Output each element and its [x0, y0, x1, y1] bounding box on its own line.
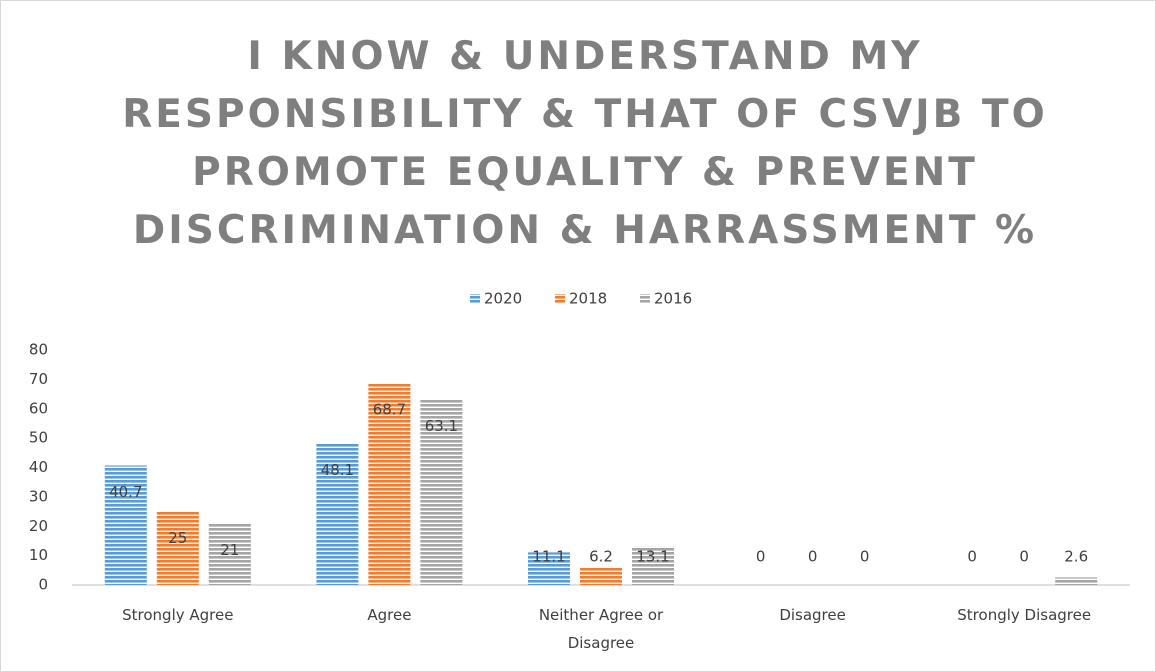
- legend-swatch: [640, 294, 650, 304]
- data-label: 25: [168, 529, 187, 547]
- bar: [208, 523, 251, 585]
- data-label: 0: [967, 548, 977, 566]
- y-tick-label: 40: [29, 458, 48, 476]
- legend-label: 2018: [569, 290, 607, 308]
- data-label: 0: [808, 548, 818, 566]
- legend-label: 2020: [484, 290, 522, 308]
- bar: [580, 566, 622, 585]
- bar: [1055, 577, 1098, 585]
- data-label: 11.1: [532, 548, 565, 566]
- y-tick-label: 60: [29, 399, 48, 417]
- bar: [156, 511, 199, 585]
- legend-label: 2016: [654, 290, 692, 308]
- y-tick-label: 20: [29, 517, 48, 535]
- y-tick-label: 80: [29, 341, 48, 359]
- bar: [368, 383, 411, 585]
- bar: [104, 465, 147, 585]
- data-label: 0: [1019, 548, 1029, 566]
- y-tick-label: 0: [38, 576, 48, 594]
- data-label: 0: [860, 548, 870, 566]
- x-tick-label: Agree: [367, 606, 412, 624]
- data-label: 0: [756, 548, 766, 566]
- bar: [528, 552, 570, 585]
- data-label: 48.1: [321, 461, 354, 479]
- x-tick-label: Disagree: [779, 606, 846, 624]
- y-tick-label: 50: [29, 429, 48, 447]
- bar: [632, 546, 674, 585]
- x-tick-label: Strongly Disagree: [957, 606, 1092, 624]
- x-tick-label: Strongly Agree: [122, 606, 234, 624]
- data-label: 13.1: [636, 548, 669, 566]
- y-tick-label: 10: [29, 546, 48, 564]
- data-label: 6.2: [589, 548, 613, 566]
- data-label: 2.6: [1064, 548, 1088, 566]
- data-label: 40.7: [109, 483, 142, 501]
- bar: [420, 399, 463, 585]
- legend-swatch: [555, 294, 565, 304]
- y-tick-label: 30: [29, 487, 48, 505]
- data-label: 68.7: [373, 401, 406, 419]
- chart-title: I KNOW & UNDERSTAND MY RESPONSIBILITY & …: [122, 34, 1048, 253]
- x-tick-label: Neither Agree or Disagree: [538, 606, 664, 652]
- data-label: 63.1: [425, 417, 458, 435]
- legend-swatch: [470, 294, 480, 304]
- bar: [316, 443, 359, 585]
- data-label: 21: [220, 541, 239, 559]
- y-tick-label: 70: [29, 370, 48, 388]
